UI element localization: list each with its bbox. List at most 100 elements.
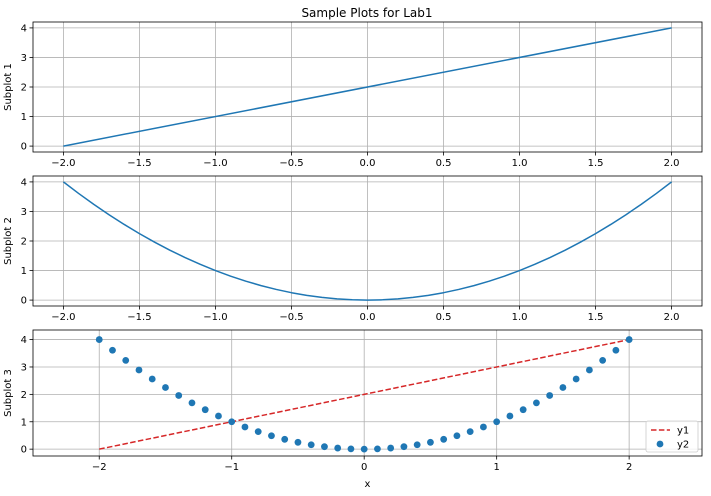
x-tick-label: 0.0 [360,158,376,169]
data-point [400,443,408,451]
x-tick-label: 0.5 [436,312,452,323]
data-point [95,336,103,343]
data-point [374,445,381,453]
y-axis-label: Subplot 2 [3,217,14,265]
x-tick-label: 1.5 [588,158,604,169]
y-tick-label: 0 [21,296,27,307]
data-point [188,399,196,407]
data-point [334,444,342,452]
data-point [294,438,302,446]
data-point [201,406,209,414]
data-point [427,438,434,446]
subplots: −2.0 −1.5 −1.0 −0.5 0.0 0.5 1.0 1.5 2.0 0 1 2 3 4 Subp… [3,21,703,490]
x-tick-label: 2 [626,462,632,473]
y-axis-label: Subplot 1 [3,63,14,111]
y-tick-label: 2 [21,237,27,248]
data-point [307,441,315,449]
plot-area [62,181,673,301]
data-point [546,392,554,399]
data-point [413,441,421,449]
plot-area [95,336,633,453]
data-point [175,392,183,399]
x-tick-label: 2.0 [664,312,680,323]
y-tick-label: 2 [21,390,27,401]
subplot-2: −2.0 −1.5 −1.0 −0.5 0.0 0.5 1.0 1.5 2.0 0 1 2 3 4 Subp… [3,175,703,323]
data-point [572,375,580,383]
y-tick-label: 1 [21,417,27,428]
data-point [162,384,169,391]
data-point [519,406,527,414]
x-tick-label: −2.0 [51,158,75,169]
y-tick-label: 1 [21,266,27,277]
x-tick-label: −1.5 [127,312,151,323]
data-point [612,346,620,354]
data-point [254,428,262,436]
x-tick-label: −2.0 [51,312,75,323]
x-tick-label: 0.5 [436,158,452,169]
plot-area [63,27,672,147]
data-point [347,445,355,453]
data-point [228,418,236,426]
data-point [625,336,633,343]
x-tick-label: 2.0 [664,158,680,169]
y-tick-label: 3 [21,53,27,64]
data-point [506,412,514,420]
y-tick-label: 2 [21,83,27,94]
y-tick-label: 4 [21,23,27,34]
x-tick-label: −1.5 [127,158,151,169]
x-tick-label: 1.0 [512,312,528,323]
x-axis-label: x [365,479,371,490]
x-tick-label: 1 [493,462,499,473]
data-point [215,412,222,420]
figure-title: Sample Plots for Lab1 [301,6,432,20]
data-point [493,418,501,426]
x-tick-label: −0.5 [279,312,303,323]
y-tick-label: 4 [21,177,27,188]
data-point [585,366,593,374]
series-line [63,27,672,147]
y-tick-label: 0 [21,445,27,456]
series-line [62,181,673,301]
y-tick-label: 3 [21,207,27,218]
data-point [122,357,130,364]
x-tick-label: 0 [361,462,367,473]
data-point [453,432,461,440]
data-point [387,444,395,452]
x-tick-label: 1.0 [512,158,528,169]
x-tick-label: −1 [224,462,239,473]
x-tick-label: −1.0 [203,158,227,169]
x-tick-label: −2 [92,462,107,473]
data-point [466,428,474,436]
y-tick-label: 1 [21,112,27,123]
x-tick-label: 1.5 [588,312,604,323]
x-tick-label: −0.5 [279,158,303,169]
axes-frame [32,329,703,457]
data-point [599,357,607,364]
data-point [533,399,540,407]
series-line-dashed [99,338,630,450]
x-tick-label: 0.0 [360,312,376,323]
data-point [360,445,368,453]
data-point [241,423,249,431]
data-point [440,435,448,443]
data-point [480,423,487,431]
y-tick-label: 0 [21,142,27,153]
legend-label: y1 [677,426,689,437]
legend-marker [656,440,664,448]
y-axis-label: Subplot 3 [3,369,14,417]
data-point [321,443,328,451]
data-point [135,366,143,374]
x-tick-label: −1.0 [203,312,227,323]
data-point [559,384,567,391]
legend-label: y2 [677,440,689,451]
y-tick-label: 4 [21,335,27,346]
data-point [268,432,275,440]
subplot-1: −2.0 −1.5 −1.0 −0.5 0.0 0.5 1.0 1.5 2.0 0 1 2 3 4 Subp… [3,21,703,169]
legend-box [645,420,699,453]
data-point [148,375,156,383]
data-point [281,435,289,443]
